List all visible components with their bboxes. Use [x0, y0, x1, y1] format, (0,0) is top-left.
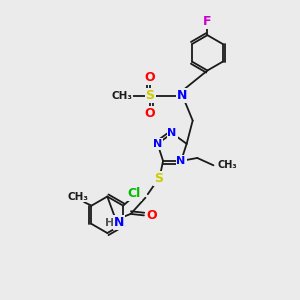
Text: N: N: [176, 156, 186, 166]
Text: O: O: [145, 71, 155, 84]
Text: CH₃: CH₃: [68, 192, 89, 202]
Text: O: O: [146, 209, 157, 222]
Text: N: N: [177, 89, 188, 102]
Text: N: N: [167, 128, 177, 138]
Text: F: F: [203, 15, 212, 28]
Text: CH₃: CH₃: [112, 91, 133, 100]
Text: N: N: [114, 216, 124, 229]
Text: Cl: Cl: [128, 188, 141, 200]
Text: S: S: [146, 89, 154, 102]
Text: O: O: [145, 107, 155, 120]
Text: N: N: [153, 139, 162, 149]
Text: CH₃: CH₃: [218, 160, 238, 170]
Text: S: S: [154, 172, 163, 185]
Text: H: H: [106, 218, 115, 228]
